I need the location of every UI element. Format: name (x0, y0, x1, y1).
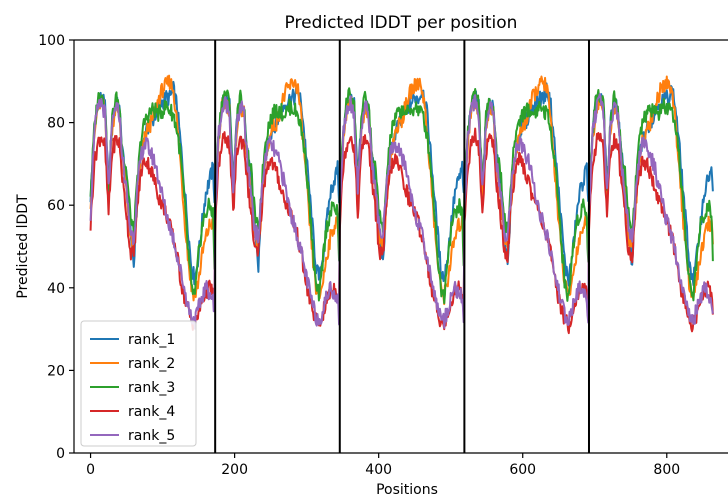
axes-frame (73, 39, 728, 454)
x-tick-label: 400 (365, 462, 392, 478)
legend-box (80, 320, 197, 447)
y-axis-title: Predicted lDDT (15, 194, 31, 299)
y-tick-label: 40 (47, 281, 65, 297)
legend-label-rank_2: rank_2 (128, 356, 175, 372)
x-axis: 0 200 400 600 800 (86, 453, 680, 478)
x-tick-label: 0 (86, 462, 95, 478)
legend-label-rank_4: rank_4 (128, 404, 175, 420)
legend-label-rank_3: rank_3 (128, 380, 175, 396)
y-tick-label: 20 (47, 363, 65, 379)
x-axis-title: Positions (376, 482, 438, 498)
chart-title: Predicted lDDT per position (285, 13, 518, 33)
y-tick-label: 100 (38, 33, 65, 49)
y-tick-label: 80 (47, 116, 65, 132)
legend: rank_1 rank_2 rank_3 rank_4 rank_5 (80, 320, 197, 447)
x-tick-label: 200 (221, 462, 248, 478)
legend-label-rank_1: rank_1 (128, 332, 175, 348)
y-axis: 0 20 40 60 80 100 (38, 33, 74, 462)
x-tick-label: 600 (509, 462, 536, 478)
x-tick-label: 800 (653, 462, 680, 478)
y-tick-label: 60 (47, 198, 65, 214)
y-tick-label: 0 (56, 446, 65, 462)
legend-label-rank_5: rank_5 (128, 428, 175, 444)
